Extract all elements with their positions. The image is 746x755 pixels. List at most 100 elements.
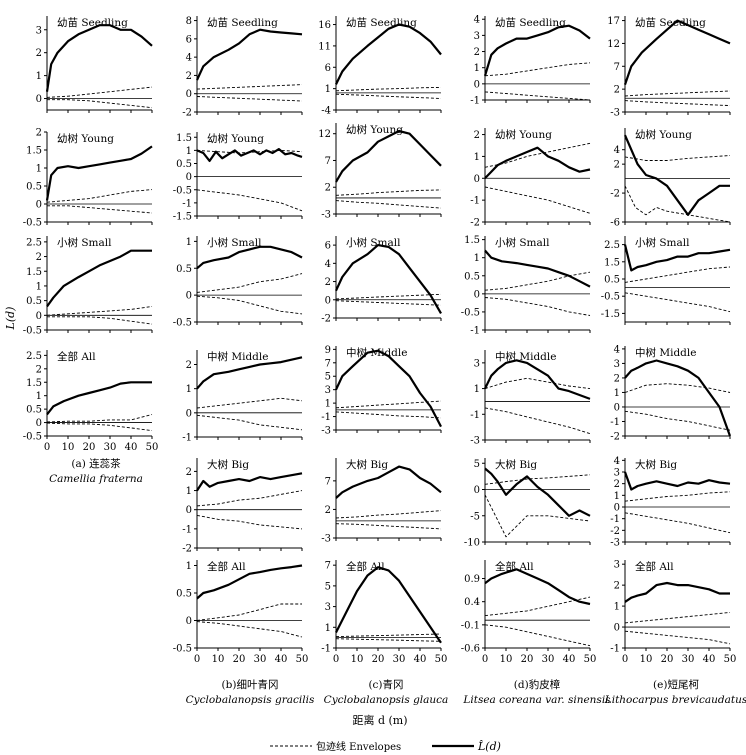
x-tick-label: 30	[393, 654, 406, 665]
y-tick-label: 2	[325, 277, 331, 288]
y-tick-label: 2	[474, 47, 480, 58]
y-tick-label: 0.4	[464, 597, 480, 608]
x-tick-label: 20	[83, 442, 96, 453]
y-tick-label: 4	[614, 456, 620, 467]
envelope-upper-line	[484, 596, 591, 617]
lhat-series-line	[196, 564, 303, 600]
x-tick-label: 0	[194, 654, 200, 665]
y-tick-label: -5	[470, 511, 480, 522]
envelope-upper-line	[624, 491, 731, 502]
x-tick-label: 20	[521, 654, 534, 665]
envelope-upper-line	[335, 633, 442, 638]
y-tick-label: 2	[36, 128, 42, 139]
y-tick-label: -3	[610, 108, 620, 119]
y-tick-label: 1	[325, 623, 331, 634]
panel-title: 幼树 Young	[207, 132, 264, 145]
lhat-series-line	[623, 19, 731, 85]
y-tick-label: -2	[610, 432, 620, 443]
panel-title: 小树 Small	[57, 236, 112, 249]
y-tick-label: 1	[474, 152, 480, 163]
envelope-upper-line	[196, 397, 303, 409]
x-tick-label: 10	[351, 654, 364, 665]
y-tick-label: 1	[186, 486, 192, 497]
envelope-upper-line	[46, 189, 153, 203]
y-tick-label: 1	[325, 399, 331, 410]
lhat-series-line	[484, 249, 591, 288]
envelope-upper-line	[335, 86, 442, 92]
y-tick-label: 1	[614, 388, 620, 399]
caption-d-zh: (d)豹皮樟	[514, 678, 561, 691]
lhat-series-line	[483, 24, 591, 77]
envelope-upper-line	[196, 149, 303, 154]
envelope-upper-line	[335, 189, 442, 196]
x-tick-label: 50	[146, 442, 159, 453]
y-tick-label: -10	[464, 538, 480, 549]
lhat-series-line	[196, 148, 303, 162]
panel-b-0: -2 0 2 4 6 8 幼苗 Seedling	[182, 16, 303, 119]
x-tick-label: 50	[435, 654, 448, 665]
panel-title: 幼树 Young	[346, 123, 403, 136]
envelope-upper-line	[335, 400, 442, 409]
x-tick-label: 40	[563, 654, 576, 665]
y-tick-label: 2	[614, 85, 620, 96]
y-tick-label: 16	[318, 20, 331, 31]
envelope-lower-line	[335, 523, 442, 530]
y-tick-label: 1	[614, 602, 620, 613]
x-tick-label: 0	[44, 442, 50, 453]
y-tick-label: 12	[318, 129, 331, 140]
y-tick-label: 6	[325, 241, 331, 252]
y-tick-label: 0.5	[604, 275, 620, 286]
envelope-upper-line	[624, 611, 731, 624]
y-tick-label: -1	[321, 644, 331, 655]
panel-c-4: -3 2 7 大树 Big	[321, 458, 442, 545]
envelope-upper-line	[196, 490, 303, 507]
y-tick-label: 2.5	[604, 240, 620, 251]
caption-e-zh: (e)短尾柯	[653, 678, 699, 691]
envelope-lower-line	[335, 200, 442, 209]
y-tick-label: 0.5	[26, 405, 42, 416]
y-tick-label: -0.5	[23, 326, 42, 337]
x-tick-label: 50	[296, 654, 309, 665]
envelope-lower-line	[624, 100, 731, 107]
envelope-lower-line	[335, 411, 442, 419]
y-tick-label: 0	[36, 311, 42, 322]
envelope-lower-line	[47, 99, 153, 109]
y-tick-label: 8	[186, 16, 192, 27]
y-tick-label: 1	[186, 146, 192, 157]
y-tick-label: 1	[614, 491, 620, 502]
y-axis-label: L(d)	[4, 307, 17, 331]
envelope-lower-line	[196, 514, 303, 530]
lhat-series-line	[335, 23, 442, 85]
y-tick-label: 7	[325, 156, 331, 167]
caption-b-latin: Cyclobalanopsis gracilis	[186, 694, 315, 706]
panel-e-3: -2 -1 0 1 2 3 4 中树 Middle	[610, 344, 732, 443]
y-tick-label: 0	[474, 485, 480, 496]
caption-b-zh: (b)细叶青冈	[222, 678, 279, 691]
y-tick-label: 0.5	[176, 159, 192, 170]
y-tick-label: -1.5	[173, 212, 192, 223]
y-tick-label: 0.9	[464, 574, 480, 585]
y-tick-label: 7	[325, 476, 331, 487]
y-tick-label: 2.5	[26, 237, 42, 248]
y-tick-label: -1	[321, 412, 331, 423]
y-tick-label: 0	[186, 505, 192, 516]
y-tick-label: 3	[614, 560, 620, 571]
caption-a-latin: Camellia fraterna	[49, 473, 143, 485]
panel-d-3: -3 -1 1 3 中树 Middle	[470, 350, 591, 447]
lhat-series-line	[623, 471, 731, 491]
y-tick-label: -0.5	[23, 218, 42, 229]
panel-title: 大树 Big	[635, 458, 677, 471]
caption-d-latin: Litsea coreana var. sinensis	[462, 694, 611, 706]
panel-a-2: -0.5 0 0.5 1 1.5 2 2.5 小树 Small	[23, 236, 153, 337]
y-tick-label: 0	[474, 79, 480, 90]
envelope-lower-line	[624, 185, 731, 223]
y-tick-label: 1	[474, 253, 480, 264]
panel-title: 小树 Small	[346, 236, 401, 249]
y-tick-label: 3	[474, 358, 480, 369]
panel-d-4: -10 -5 0 5 大树 Big	[464, 458, 591, 549]
y-tick-label: -1	[470, 410, 480, 421]
